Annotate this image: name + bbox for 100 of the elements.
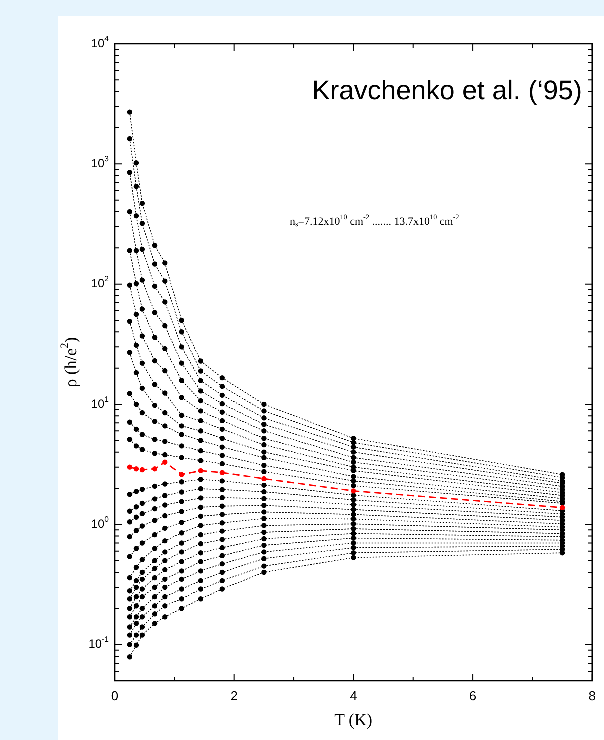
point	[220, 401, 226, 407]
point	[134, 281, 140, 286]
point	[220, 436, 226, 442]
y-axis-title: ρ (h/e2)	[59, 337, 80, 388]
point	[152, 558, 158, 564]
point	[198, 398, 204, 404]
point	[140, 576, 146, 582]
point	[179, 344, 184, 350]
point	[127, 575, 133, 581]
point	[179, 550, 184, 555]
point	[162, 513, 168, 519]
point	[220, 528, 226, 534]
point	[198, 408, 204, 414]
point	[140, 432, 146, 438]
point	[179, 378, 184, 384]
point	[140, 594, 146, 600]
point	[220, 470, 226, 476]
point	[198, 568, 204, 574]
point	[127, 508, 133, 514]
point	[351, 492, 356, 498]
point	[140, 624, 146, 630]
point	[198, 514, 204, 520]
point	[198, 438, 204, 444]
point	[262, 516, 267, 522]
point	[134, 632, 140, 638]
point	[134, 342, 140, 348]
point	[140, 511, 146, 516]
point	[198, 388, 204, 394]
point	[198, 477, 204, 482]
point	[162, 278, 168, 284]
point	[127, 209, 133, 215]
point	[162, 576, 168, 582]
point	[179, 586, 184, 592]
point	[198, 532, 204, 538]
point	[162, 323, 168, 329]
point	[198, 559, 204, 564]
point	[127, 624, 133, 630]
point	[162, 300, 168, 305]
point	[262, 523, 267, 528]
point	[179, 606, 184, 612]
point	[127, 391, 133, 396]
point	[134, 642, 140, 648]
point	[198, 586, 204, 592]
point	[162, 260, 168, 266]
point	[127, 170, 133, 176]
point	[179, 490, 184, 495]
point	[351, 460, 356, 465]
point	[179, 444, 184, 449]
point	[179, 480, 184, 485]
point	[179, 540, 184, 546]
point	[220, 520, 226, 526]
point	[152, 310, 158, 316]
point	[134, 546, 140, 552]
point	[127, 534, 133, 540]
x-tick-label: 6	[469, 688, 477, 704]
point	[152, 584, 158, 590]
point	[134, 604, 140, 609]
point	[220, 375, 226, 381]
point	[134, 578, 140, 584]
point	[262, 482, 267, 488]
point	[134, 594, 140, 600]
point	[134, 504, 140, 510]
point	[152, 262, 158, 267]
point	[179, 395, 184, 400]
point	[140, 410, 146, 416]
x-tick-label: 0	[111, 688, 119, 704]
point	[162, 550, 168, 555]
point	[134, 160, 140, 166]
point	[351, 531, 356, 536]
point	[220, 561, 226, 567]
point	[134, 614, 140, 620]
point	[162, 526, 168, 532]
point	[351, 444, 356, 450]
point	[198, 523, 204, 528]
point	[127, 464, 133, 470]
point	[351, 522, 356, 527]
point	[262, 556, 267, 562]
point	[262, 402, 267, 408]
point	[198, 458, 204, 464]
point	[262, 408, 267, 414]
point	[179, 576, 184, 582]
point	[220, 444, 226, 450]
point	[140, 334, 146, 339]
point	[262, 436, 267, 442]
point	[162, 346, 168, 352]
point	[262, 570, 267, 576]
point	[198, 496, 204, 501]
point	[162, 493, 168, 498]
point	[134, 184, 140, 190]
point	[262, 428, 267, 434]
point	[351, 545, 356, 551]
point	[127, 492, 133, 498]
point	[179, 360, 184, 366]
point	[198, 504, 204, 510]
point	[262, 450, 267, 455]
point	[162, 567, 168, 573]
point	[198, 448, 204, 454]
point	[127, 248, 133, 254]
point	[162, 368, 168, 374]
point	[220, 495, 226, 500]
